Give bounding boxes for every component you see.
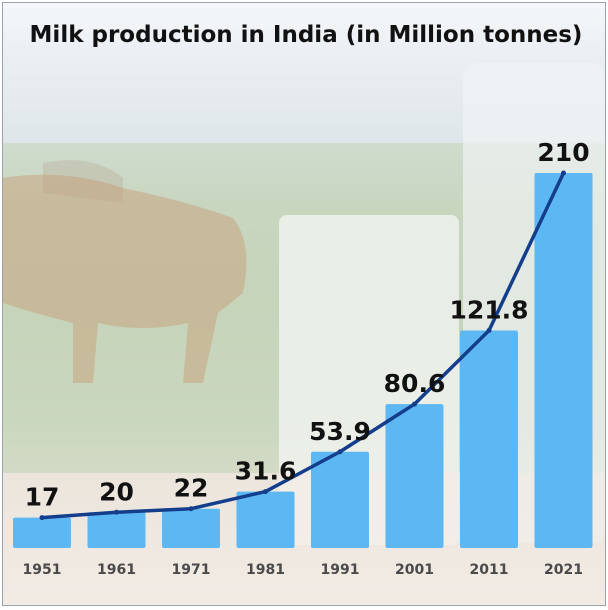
bar-1981 — [236, 491, 295, 548]
trend-point-2021 — [561, 170, 566, 176]
bar-1951 — [13, 517, 71, 548]
trend-point-1971 — [188, 506, 194, 512]
x-tick-2021: 2021 — [544, 562, 583, 578]
x-tick-1961: 1961 — [97, 562, 136, 578]
x-tick-2001: 2001 — [395, 562, 434, 578]
x-tick-1951: 1951 — [23, 562, 62, 578]
bar-1961 — [87, 512, 146, 548]
chart-svg: Milk production in India (in Million ton… — [3, 22, 605, 605]
value-label-1951: 17 — [25, 483, 60, 512]
trend-point-2001 — [412, 401, 417, 407]
x-tick-1991: 1991 — [321, 562, 360, 578]
bar-1991 — [311, 451, 369, 548]
trend-point-2011 — [486, 328, 492, 333]
value-label-1971: 22 — [174, 474, 209, 503]
bar-group — [13, 173, 593, 548]
chart-title: Milk production in India (in Million ton… — [30, 22, 583, 48]
bar-1971 — [162, 508, 220, 548]
trend-point-1991 — [337, 449, 343, 455]
bar-2001 — [385, 404, 444, 548]
trend-point-1961 — [114, 509, 119, 515]
trend-point-1981 — [263, 489, 268, 495]
x-tick-1971: 1971 — [172, 562, 211, 578]
bar-2011 — [460, 330, 518, 548]
x-tick-labels: 1951 1961 1971 1981 1991 2001 2011 2021 — [23, 562, 583, 578]
bar-2021 — [534, 173, 593, 548]
value-label-2011: 121.8 — [449, 296, 528, 325]
trend-line — [40, 171, 566, 520]
trend-points — [39, 170, 566, 521]
x-tick-2011: 2011 — [470, 562, 509, 578]
value-label-2001: 80.6 — [384, 369, 446, 398]
value-label-1981: 31.6 — [235, 457, 297, 486]
value-labels: 17 20 22 31.6 53.9 80.6 121.8 210 — [25, 138, 590, 512]
value-label-2021: 210 — [537, 138, 589, 167]
value-label-1991: 53.9 — [309, 417, 371, 446]
value-label-1961: 20 — [99, 477, 134, 506]
x-tick-1981: 1981 — [246, 562, 285, 578]
trend-point-1951 — [39, 515, 45, 521]
